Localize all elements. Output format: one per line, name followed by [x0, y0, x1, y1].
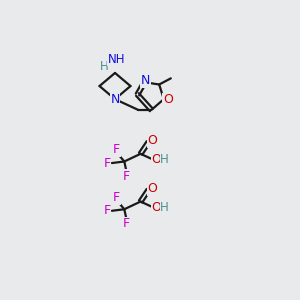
Text: H: H — [100, 60, 109, 73]
Text: F: F — [123, 169, 130, 183]
Text: N: N — [110, 93, 120, 106]
Text: O: O — [151, 154, 161, 166]
Text: F: F — [123, 218, 130, 230]
Text: F: F — [104, 204, 111, 217]
Text: O: O — [147, 182, 157, 195]
Text: F: F — [104, 157, 111, 169]
Text: N: N — [140, 74, 150, 87]
Text: F: F — [113, 143, 120, 157]
Text: NH: NH — [108, 52, 125, 66]
Text: H: H — [160, 201, 169, 214]
Text: H: H — [160, 154, 169, 166]
Text: F: F — [113, 191, 120, 204]
Text: O: O — [151, 201, 161, 214]
Text: O: O — [147, 134, 157, 147]
Text: O: O — [163, 93, 172, 106]
